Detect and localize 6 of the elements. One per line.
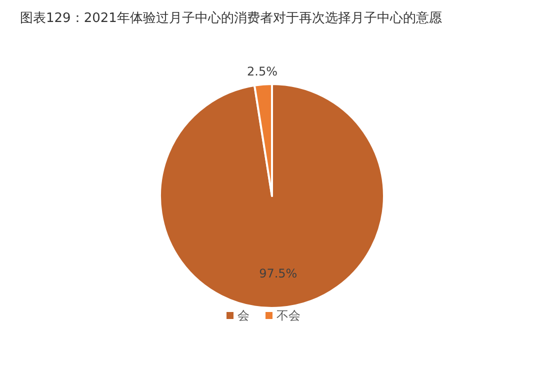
pie-slice bbox=[159, 83, 385, 309]
data-label: 2.5% bbox=[247, 64, 278, 79]
data-label: 97.5% bbox=[259, 266, 298, 280]
legend-label: 会 bbox=[238, 308, 250, 322]
legend-label: 不会 bbox=[276, 308, 300, 322]
chart-title: 图表129：2021年体验过月子中心的消费者对于再次选择月子中心的意愿 bbox=[20, 10, 442, 26]
